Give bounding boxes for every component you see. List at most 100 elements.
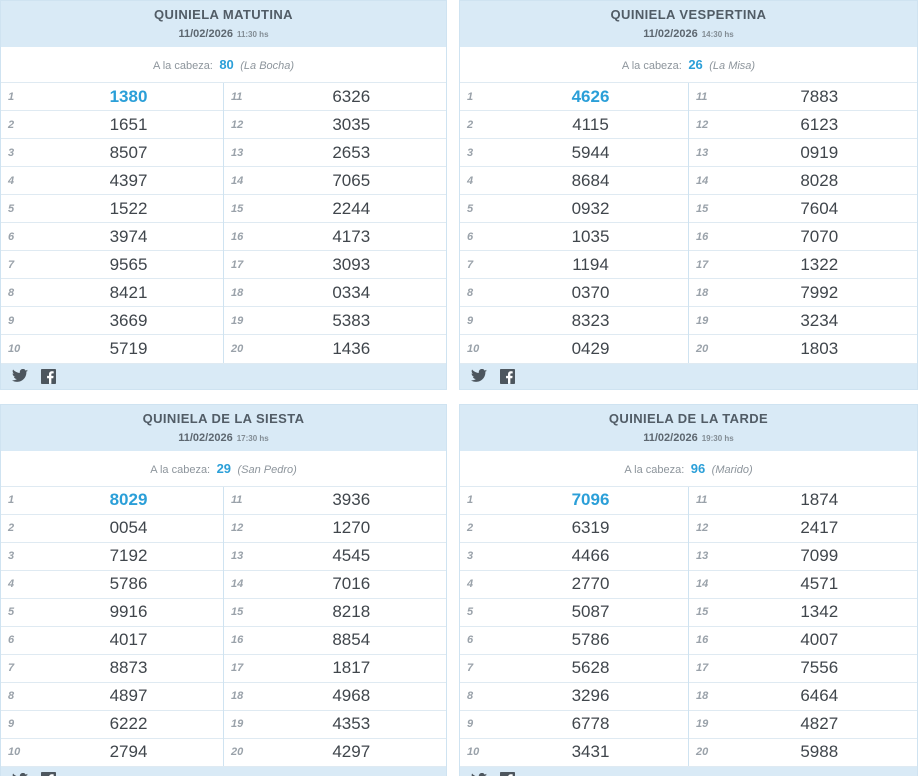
result-value: 4897 [34, 681, 224, 710]
result-value: 4626 [493, 82, 689, 111]
twitter-icon[interactable] [12, 369, 28, 383]
table-row: 8 8421 18 0334 [1, 278, 446, 307]
table-row: 2 6319 12 2417 [460, 513, 917, 542]
table-row: 3 8507 13 2653 [1, 138, 446, 167]
position-label: 18 [223, 681, 257, 710]
quiniela-panel: QUINIELA MATUTINA 11/02/2026 11:30 hs A l… [0, 0, 447, 390]
head-number-row: A la cabeza: 80 (La Bocha) [1, 47, 446, 82]
position-label: 10 [1, 737, 34, 766]
result-value: 5383 [256, 306, 446, 335]
position-label: 6 [1, 625, 34, 654]
table-row: 6 4017 16 8854 [1, 625, 446, 654]
table-row: 4 4397 14 7065 [1, 166, 446, 195]
position-label: 12 [223, 110, 257, 139]
position-label: 13 [688, 138, 722, 167]
result-value: 5988 [721, 737, 917, 766]
table-row: 9 6222 19 4353 [1, 709, 446, 738]
position-label: 16 [223, 222, 257, 251]
position-label: 14 [688, 166, 722, 195]
position-label: 13 [223, 541, 257, 570]
draw-time: 11:30 hs [236, 30, 269, 39]
position-label: 4 [1, 569, 34, 598]
result-value: 9565 [34, 250, 224, 279]
result-value: 1270 [256, 513, 446, 542]
head-number-row: A la cabeza: 26 (La Misa) [460, 47, 917, 82]
table-row: 1 4626 11 7883 [460, 82, 917, 111]
table-row: 5 0932 15 7604 [460, 194, 917, 223]
position-label: 19 [223, 306, 257, 335]
table-row: 5 5087 15 1342 [460, 597, 917, 626]
head-name: (La Misa) [709, 60, 756, 72]
panel-title: QUINIELA MATUTINA [154, 7, 293, 22]
results-table: 1 8029 11 3936 2 0054 12 1270 3 7192 13 … [1, 485, 446, 766]
panel-header: QUINIELA DE LA TARDE 11/02/2026 19:30 hs [460, 404, 917, 451]
result-value: 7016 [256, 569, 446, 598]
position-label: 2 [460, 513, 493, 542]
panel-header: QUINIELA MATUTINA 11/02/2026 11:30 hs [1, 1, 446, 47]
result-value: 4397 [34, 166, 224, 195]
position-label: 2 [460, 110, 493, 139]
facebook-icon[interactable] [41, 772, 56, 776]
table-row: 10 5719 20 1436 [1, 334, 446, 363]
position-label: 18 [688, 681, 722, 710]
panel-footer [460, 362, 917, 389]
panel-footer [460, 766, 917, 776]
panel-footer [1, 362, 446, 389]
table-row: 5 1522 15 2244 [1, 194, 446, 223]
result-value: 1522 [34, 194, 224, 223]
position-label: 1 [460, 485, 493, 514]
result-value: 3234 [721, 306, 917, 335]
table-row: 2 4115 12 6123 [460, 110, 917, 139]
position-label: 7 [460, 250, 493, 279]
position-label: 20 [688, 334, 722, 363]
result-value: 4173 [256, 222, 446, 251]
result-value: 8507 [34, 138, 224, 167]
draw-date: 11/02/2026 [178, 28, 233, 40]
panel-dateline: 11/02/2026 11:30 hs [1, 24, 446, 42]
table-row: 4 2770 14 4571 [460, 569, 917, 598]
position-label: 12 [223, 513, 257, 542]
position-label: 11 [223, 82, 257, 111]
result-value: 5786 [34, 569, 224, 598]
result-value: 1651 [34, 110, 224, 139]
position-label: 5 [1, 194, 34, 223]
result-value: 2244 [256, 194, 446, 223]
result-value: 1874 [721, 485, 917, 514]
position-label: 11 [688, 82, 722, 111]
head-number: 96 [690, 460, 706, 476]
twitter-icon[interactable] [12, 772, 28, 776]
head-number: 80 [219, 57, 234, 72]
table-row: 8 0370 18 7992 [460, 278, 917, 307]
position-label: 1 [1, 82, 34, 111]
facebook-icon[interactable] [500, 368, 515, 384]
twitter-icon[interactable] [471, 369, 487, 383]
result-value: 8421 [34, 278, 224, 307]
panel-title: QUINIELA DE LA SIESTA [142, 410, 305, 426]
facebook-icon[interactable] [500, 772, 515, 776]
position-label: 3 [460, 138, 493, 167]
quiniela-panel: QUINIELA DE LA SIESTA 11/02/2026 17:30 hs… [0, 403, 447, 776]
result-value: 7883 [721, 82, 917, 111]
result-value: 8323 [493, 306, 689, 335]
result-value: 7192 [34, 541, 224, 570]
position-label: 8 [1, 278, 34, 307]
result-value: 2417 [721, 513, 917, 542]
position-label: 20 [223, 737, 257, 766]
twitter-icon[interactable] [471, 772, 487, 776]
table-row: 1 8029 11 3936 [1, 485, 446, 514]
result-value: 2770 [493, 569, 689, 598]
facebook-icon[interactable] [41, 368, 56, 384]
position-label: 19 [688, 709, 722, 738]
position-label: 10 [1, 334, 34, 363]
position-label: 14 [688, 569, 722, 598]
table-row: 6 5786 16 4007 [460, 625, 917, 654]
result-value: 4007 [721, 625, 917, 654]
result-value: 4827 [721, 709, 917, 738]
result-value: 1194 [493, 250, 689, 279]
results-table: 1 1380 11 6326 2 1651 12 3035 3 8507 13 … [1, 82, 446, 363]
result-value: 4545 [256, 541, 446, 570]
result-value: 4297 [256, 737, 446, 766]
result-value: 8684 [493, 166, 689, 195]
position-label: 9 [460, 306, 493, 335]
table-row: 6 1035 16 7070 [460, 222, 917, 251]
